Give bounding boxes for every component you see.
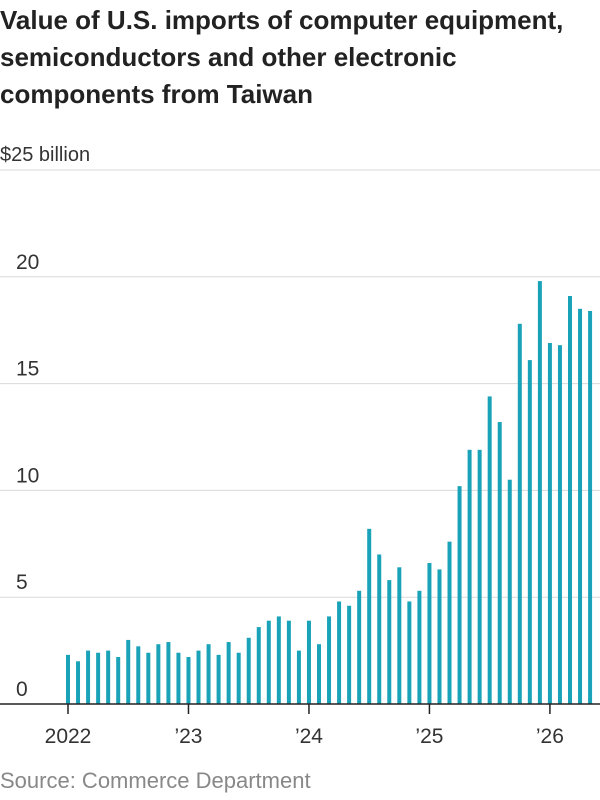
y-tick-label: 10 [16, 464, 39, 487]
bar [126, 639, 131, 704]
bar [547, 343, 552, 704]
x-tick-label: ’24 [295, 725, 323, 748]
bar [337, 601, 342, 704]
bar [206, 644, 211, 704]
bar [146, 652, 151, 704]
x-tick-label: ’23 [174, 725, 202, 748]
x-tick-label: 2022 [45, 725, 92, 748]
bar [568, 296, 572, 704]
bar [196, 650, 201, 704]
bar [497, 422, 502, 704]
bar [557, 345, 562, 704]
bar [226, 642, 231, 704]
bar [427, 563, 432, 704]
bar [487, 396, 492, 704]
y-tick-label: 15 [16, 358, 39, 381]
bar [256, 627, 261, 704]
source-note: Source: Commerce Department [0, 768, 311, 793]
bar [367, 528, 372, 704]
bar [266, 620, 271, 704]
bar [96, 652, 101, 704]
bar [507, 479, 512, 704]
x-ticks: 2022 ’23 ’24 ’25 ’26 [45, 704, 564, 748]
bar [588, 310, 593, 704]
bar [106, 650, 111, 704]
bar [156, 644, 161, 704]
bar [86, 650, 91, 704]
bar [457, 486, 462, 704]
bar [517, 323, 522, 704]
bar [166, 642, 171, 704]
bar [417, 590, 422, 704]
bar [296, 650, 301, 704]
bar [377, 554, 382, 704]
bar [216, 654, 221, 704]
bar [186, 657, 191, 704]
y-tick-label: 5 [16, 571, 28, 594]
y-tick-label: 20 [16, 251, 39, 274]
bar [116, 657, 121, 704]
bar [327, 616, 332, 704]
bar [407, 601, 412, 704]
bar [447, 541, 452, 704]
x-tick-label: ’26 [536, 725, 564, 748]
bar [477, 449, 482, 704]
bar [76, 661, 81, 704]
bar [306, 620, 311, 704]
bar [66, 654, 70, 704]
y-tick-label: 0 [16, 678, 28, 701]
bar [467, 449, 472, 704]
bar [537, 281, 542, 704]
chart-title: Value of U.S. imports of computer equipm… [0, 5, 564, 109]
y-tick-labels: 0 5 10 15 20 [16, 251, 39, 701]
bar [397, 567, 402, 704]
bar [276, 616, 281, 704]
y-axis-unit-label: $25 billion [0, 144, 91, 166]
bar [578, 308, 583, 704]
bar [286, 620, 291, 704]
bar [347, 605, 352, 704]
bar [176, 652, 181, 704]
bar [437, 569, 442, 704]
bar [317, 644, 321, 704]
bar [246, 637, 251, 704]
bar [527, 360, 532, 704]
bars [66, 281, 593, 704]
bar [357, 590, 362, 704]
bar [387, 580, 392, 704]
x-tick-label: ’25 [415, 725, 443, 748]
bar [236, 652, 241, 704]
bar [136, 646, 141, 704]
